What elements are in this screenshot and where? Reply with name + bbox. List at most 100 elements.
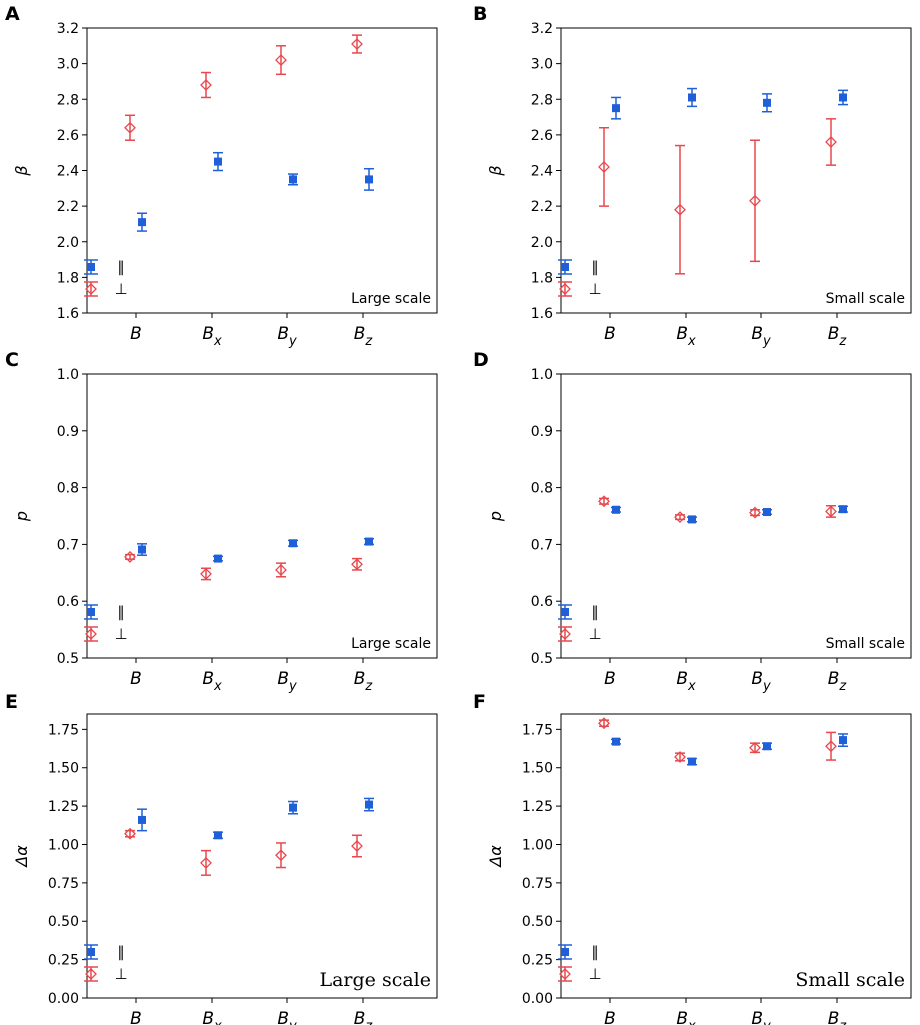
data-point-perpendicular: [749, 506, 761, 519]
x-tick-label: By: [751, 669, 771, 694]
y-tick-label: 1.25: [522, 799, 553, 815]
y-tick-label: 1.8: [531, 270, 553, 286]
legend-marker-perpendicular: [85, 968, 97, 980]
y-tick-label: 2.2: [57, 199, 79, 215]
data-point-perpendicular: [351, 840, 363, 852]
legend-marker-parallel: [87, 948, 95, 956]
y-axis-label: p: [12, 511, 31, 522]
data-point-parallel: [688, 757, 696, 766]
y-tick-label: 1.50: [522, 761, 553, 777]
legend-marker-perpendicular: [559, 628, 571, 640]
data-point-perpendicular: [124, 550, 136, 563]
data-point-parallel: [365, 800, 373, 809]
x-tick-label: By: [751, 324, 771, 349]
y-tick-label: 1.25: [48, 799, 79, 815]
data-point-perpendicular: [825, 136, 837, 148]
x-tick-label: Bx: [202, 669, 222, 694]
legend-marker-parallel: [561, 263, 569, 271]
y-axis-label: β: [486, 165, 505, 176]
x-tick-label: Bx: [676, 669, 696, 694]
data-point-parallel: [839, 505, 847, 514]
data-point-parallel: [214, 157, 222, 166]
x-tick-label: By: [277, 1009, 297, 1025]
axes-frame: [86, 713, 438, 999]
x-tick-label: Bz: [354, 324, 374, 349]
y-tick-label: 0.75: [48, 876, 79, 892]
data-point-parallel: [688, 93, 696, 102]
y-tick-label: 0.9: [57, 424, 79, 440]
scale-annotation: Large scale: [319, 969, 431, 991]
scale-annotation: Large scale: [351, 636, 431, 652]
panel-letter: B: [473, 3, 487, 25]
y-tick-label: 0.00: [522, 991, 553, 1007]
x-tick-label: B: [604, 669, 616, 689]
scale-annotation: Large scale: [351, 291, 431, 307]
x-tick-label: B: [130, 1009, 142, 1025]
y-tick-label: 2.4: [57, 164, 79, 180]
data-point-parallel: [214, 554, 222, 563]
panel-letter: C: [5, 349, 19, 371]
axes-frame: [560, 373, 912, 659]
y-tick-label: 1.75: [48, 722, 79, 738]
legend-label-perpendicular: ⊥: [114, 280, 127, 298]
y-tick-label: 3.2: [531, 21, 553, 37]
panel-d: D 0.5 0.6 0.7 0.8 0.9 1.0 p B Bx By Bz ∥ ⊥ Small scale: [473, 349, 912, 694]
data-point-parallel: [612, 104, 620, 113]
y-tick-label: 2.2: [531, 199, 553, 215]
panel-letter: A: [5, 3, 20, 25]
scale-annotation: Small scale: [826, 291, 905, 307]
data-point-perpendicular: [351, 558, 363, 571]
data-point-perpendicular: [598, 495, 610, 508]
legend-label-perpendicular: ⊥: [588, 965, 601, 983]
y-tick-label: 1.0: [57, 367, 79, 383]
data-point-perpendicular: [749, 194, 761, 207]
data-point-perpendicular: [200, 79, 212, 91]
y-axis-label: Δα: [486, 845, 505, 869]
panel-f: F 0.00 0.25 0.50 0.75 1.00 1.25 1.50 1.75 Δα B Bx By…: [473, 691, 912, 1025]
data-point-perpendicular: [124, 121, 136, 134]
data-point-perpendicular: [825, 505, 837, 518]
legend-label-parallel: ∥: [117, 603, 125, 621]
y-tick-label: 2.0: [531, 235, 553, 251]
y-tick-label: 2.4: [531, 164, 553, 180]
data-point-perpendicular: [674, 203, 686, 216]
data-point-parallel: [688, 515, 696, 524]
legend-label-perpendicular: ⊥: [114, 625, 127, 643]
y-tick-label: 0.6: [531, 594, 553, 610]
legend-label-parallel: ∥: [117, 943, 125, 961]
y-tick-label: 0.50: [522, 914, 553, 930]
y-tick-label: 2.6: [57, 128, 79, 144]
panel-a: A 1.6 1.8 2.0 2.2 2.4 2.6 2.8 3.0 3.2 β B Bx By Bz ∥ ⊥ La…: [5, 3, 438, 349]
legend-marker-parallel: [561, 948, 569, 956]
legend-label-parallel: ∥: [591, 603, 599, 621]
legend-marker-parallel: [87, 608, 95, 616]
panel-e: E 0.00 0.25 0.50 0.75 1.00 1.25 1.50 1.75 Δα B Bx By…: [5, 691, 438, 1025]
x-tick-label: Bx: [202, 324, 222, 349]
axes-frame: [86, 27, 438, 314]
y-tick-label: 0.75: [522, 876, 553, 892]
x-tick-label: Bz: [354, 1009, 374, 1025]
y-tick-label: 0.00: [48, 991, 79, 1007]
data-point-perpendicular: [275, 849, 287, 862]
data-point-perpendicular: [351, 38, 363, 50]
y-tick-label: 1.0: [531, 367, 553, 383]
x-tick-label: Bz: [828, 669, 848, 694]
data-point-perpendicular: [674, 511, 686, 524]
data-point-parallel: [138, 545, 146, 554]
data-point-parallel: [839, 736, 847, 745]
y-tick-label: 0.25: [522, 953, 553, 969]
y-tick-label: 0.8: [531, 481, 553, 497]
y-tick-label: 1.75: [522, 722, 553, 738]
x-tick-label: B: [604, 1009, 616, 1025]
y-tick-label: 0.7: [57, 537, 79, 553]
data-point-parallel: [289, 803, 297, 812]
data-point-perpendicular: [825, 740, 837, 753]
legend-marker-parallel: [561, 608, 569, 616]
x-tick-label: By: [751, 1009, 771, 1025]
data-point-perpendicular: [275, 54, 287, 66]
data-point-parallel: [612, 737, 620, 746]
legend-marker-perpendicular: [559, 968, 571, 980]
data-point-perpendicular: [124, 827, 136, 840]
y-tick-label: 0.8: [57, 481, 79, 497]
legend-label-perpendicular: ⊥: [588, 280, 601, 298]
